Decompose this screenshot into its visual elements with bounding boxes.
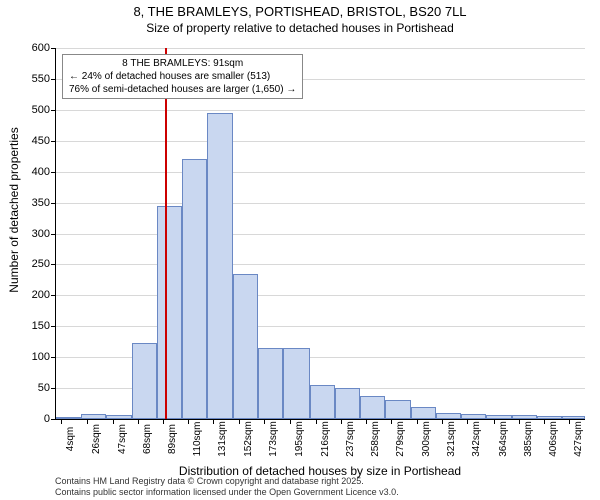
y-tick-label: 0 [44,413,56,425]
x-tick-label: 173sqm [264,421,279,457]
y-axis-label: Number of detached properties [7,127,21,292]
gridline [56,110,585,111]
gridline [56,234,585,235]
histogram-bar [537,416,562,419]
x-tick-label: 47sqm [113,424,128,454]
histogram-bar [562,416,585,419]
histogram-bar [411,407,436,419]
x-tick-label: 237sqm [341,421,356,457]
x-tick-label: 131sqm [213,421,228,457]
annotation-line-3: 76% of semi-detached houses are larger (… [69,83,296,96]
histogram-bar [385,400,410,419]
chart-title: 8, THE BRAMLEYS, PORTISHEAD, BRISTOL, BS… [0,0,600,21]
histogram-bar [207,113,232,419]
histogram-plot-area: 0501001502002503003504004505005506004sqm… [55,48,585,420]
y-tick-label: 600 [32,42,56,54]
y-tick-label: 150 [32,320,56,332]
x-tick-label: 258sqm [366,421,381,457]
x-tick-label: 321sqm [442,421,457,457]
gridline [56,264,585,265]
histogram-bar [512,415,537,419]
y-tick-label: 300 [32,228,56,240]
gridline [56,48,585,49]
x-tick-mark [61,419,62,424]
y-tick-label: 500 [32,104,56,116]
x-tick-label: 364sqm [494,421,509,457]
histogram-bar [81,414,106,419]
x-tick-label: 89sqm [163,424,178,454]
x-tick-label: 4sqm [61,427,76,451]
histogram-bar [461,414,486,419]
gridline [56,172,585,173]
x-tick-label: 216sqm [316,421,331,457]
y-tick-label: 550 [32,73,56,85]
footer-line-2: Contains public sector information licen… [55,487,399,498]
histogram-bar [233,274,258,419]
annotation-line-2: ← 24% of detached houses are smaller (51… [69,70,296,83]
y-tick-label: 100 [32,351,56,363]
x-tick-label: 68sqm [138,424,153,454]
x-tick-label: 342sqm [467,421,482,457]
y-tick-label: 450 [32,135,56,147]
x-tick-label: 385sqm [519,421,534,457]
histogram-bar [283,348,309,419]
histogram-bar [182,159,207,419]
x-tick-label: 26sqm [87,424,102,454]
histogram-bar [360,396,385,419]
gridline [56,203,585,204]
y-tick-label: 200 [32,289,56,301]
histogram-bar [436,413,461,419]
y-tick-label: 350 [32,197,56,209]
footer-line-1: Contains HM Land Registry data © Crown c… [55,476,399,487]
histogram-bar [106,415,131,419]
annotation-line-1: 8 THE BRAMLEYS: 91sqm [69,57,296,70]
x-tick-label: 110sqm [188,422,203,457]
histogram-bar [486,415,511,419]
histogram-bar [335,388,360,419]
y-tick-label: 50 [38,382,56,394]
x-tick-label: 427sqm [569,421,584,457]
reference-line [165,48,167,419]
y-tick-label: 400 [32,166,56,178]
histogram-bar [310,385,335,419]
gridline [56,295,585,296]
footer-attribution: Contains HM Land Registry data © Crown c… [55,476,399,498]
x-tick-label: 195sqm [290,421,305,457]
histogram-bar [258,348,283,419]
chart-subtitle: Size of property relative to detached ho… [0,21,600,39]
histogram-bar [132,343,157,419]
annotation-box: 8 THE BRAMLEYS: 91sqm ← 24% of detached … [62,54,303,99]
gridline [56,141,585,142]
gridline [56,326,585,327]
x-tick-label: 279sqm [391,421,406,457]
histogram-bar [56,417,81,419]
histogram-bar [157,206,182,419]
x-tick-label: 300sqm [417,421,432,457]
x-tick-label: 152sqm [239,421,254,457]
x-tick-label: 406sqm [544,421,559,457]
y-tick-label: 250 [32,258,56,270]
